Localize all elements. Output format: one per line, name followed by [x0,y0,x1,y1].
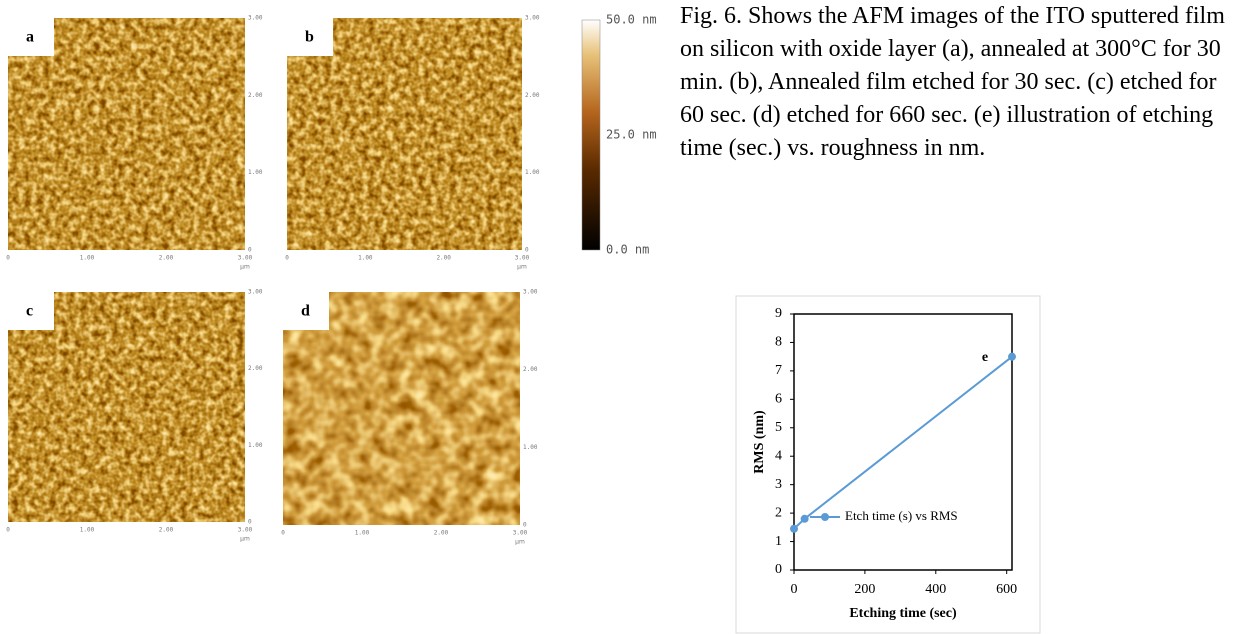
panel-label: a [26,29,34,46]
afm-y-tick: 3.00 [525,15,540,22]
afm-unit: μm [240,264,250,271]
y-tick-label: 6 [775,392,782,407]
x-axis-label: Etching time (sec) [849,606,957,621]
afm-x-tick: 3.00 [238,255,253,262]
y-tick-label: 0 [775,562,782,577]
panel-label: b [305,29,314,46]
data-point [790,524,798,533]
x-tick-label: 400 [925,582,946,597]
afm-x-tick: 2.00 [436,255,451,262]
panel-label: d [301,303,310,320]
afm-y-tick: 1.00 [525,169,540,176]
panel-label-box [8,292,54,330]
y-tick-label: 8 [775,335,782,350]
afm-image [287,18,522,250]
y-tick-label: 9 [775,306,782,321]
afm-x-tick: 0 [281,530,285,537]
afm-y-tick: 3.00 [248,15,263,22]
afm-y-tick: 0 [523,522,527,529]
y-tick-label: 7 [775,363,782,378]
legend-marker [821,513,829,521]
afm-y-tick: 1.00 [523,444,538,451]
afm-x-tick: 2.00 [159,255,174,262]
afm-x-tick: 0 [285,255,289,262]
afm-image [8,18,245,250]
afm-x-tick: 3.00 [238,527,253,534]
afm-x-tick: 1.00 [80,527,95,534]
afm-unit: μm [517,264,527,271]
y-tick-label: 4 [775,448,782,463]
afm-x-tick: 0 [6,255,10,262]
data-point [800,514,809,523]
afm-x-tick: 0 [6,527,10,534]
afm-image [8,292,245,522]
afm-y-tick: 2.00 [525,92,540,99]
afm-image [283,292,520,525]
afm-x-tick: 3.00 [515,255,530,262]
afm-x-tick: 1.00 [80,255,95,262]
afm-x-tick: 2.00 [159,527,174,534]
afm-y-tick: 0 [525,247,529,254]
afm-y-tick: 2.00 [248,92,263,99]
x-tick-label: 0 [791,582,798,597]
panel-label-box [8,18,54,56]
afm-x-tick: 3.00 [513,530,528,537]
afm-y-tick: 2.00 [248,365,263,372]
colorbar-label: 0.0 nm [606,243,649,257]
colorbar [581,19,601,251]
afm-x-tick: 1.00 [358,255,373,262]
afm-unit: μm [515,539,525,546]
colorbar-label: 25.0 nm [606,128,657,142]
y-tick-label: 3 [775,477,782,492]
chart-frame [735,295,1041,634]
afm-unit: μm [240,536,250,543]
panel-label-box [287,18,333,56]
panel-label-box [283,292,329,330]
legend-label: Etch time (s) vs RMS [845,508,958,523]
colorbar-label: 50.0 nm [606,13,657,27]
panel-label: c [26,303,33,320]
afm-y-tick: 0 [248,519,252,526]
y-tick-label: 2 [775,505,782,520]
y-axis-label: RMS (nm) [752,410,767,474]
afm-y-tick: 3.00 [248,289,263,296]
afm-y-tick: 2.00 [523,366,538,373]
x-tick-label: 200 [854,582,875,597]
y-tick-label: 5 [775,420,782,435]
plot-area [793,313,1013,571]
afm-y-tick: 0 [248,247,252,254]
caption: Fig. 6. Shows the AFM images of the ITO … [680,3,1225,161]
data-point [1008,352,1016,361]
afm-y-tick: 1.00 [248,169,263,176]
x-tick-label: 600 [996,582,1017,597]
afm-y-tick: 3.00 [523,289,538,296]
afm-x-tick: 2.00 [434,530,449,537]
annotation: e [982,350,988,365]
afm-x-tick: 1.00 [355,530,370,537]
afm-y-tick: 1.00 [248,442,263,449]
y-tick-label: 1 [775,534,782,549]
